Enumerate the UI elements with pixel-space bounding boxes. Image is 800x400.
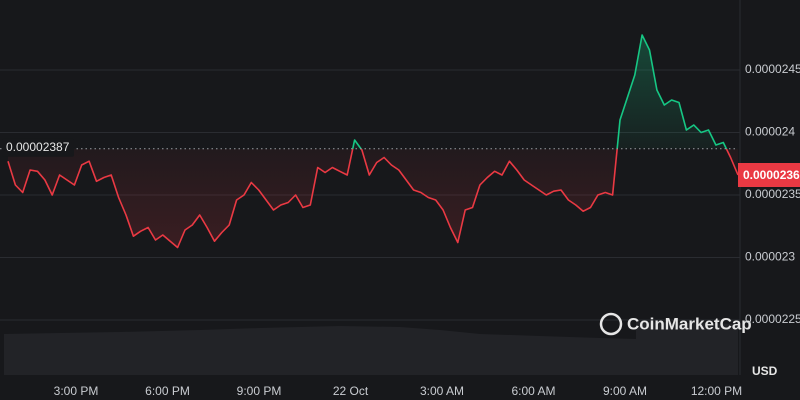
x-tick-label: 12:00 PM [691,384,742,398]
currency-label: USD [752,364,778,378]
logo [599,312,623,336]
y-tick-label: 0.0000225 [745,312,800,326]
baseline-label-box [2,138,74,157]
x-tick-label: 3:00 AM [420,384,464,398]
current-price-label: 0.0000236 [743,168,800,182]
y-tick-label: 0.0000235 [745,187,800,201]
current-price-box [738,163,800,187]
x-tick-label: 22 Oct [333,384,369,398]
x-tick-label: 9:00 AM [603,384,647,398]
y-tick-label: 0.0000245 [745,62,800,76]
y-tick-label: 0.000024 [745,125,795,139]
x-tick-label: 3:00 PM [54,384,99,398]
x-tick-label: 6:00 PM [145,384,190,398]
price-line [7,34,739,249]
watermark-text: CoinMarketCap [627,314,752,333]
x-tick-label: 9:00 PM [237,384,282,398]
price-area [8,35,738,248]
x-tick-label: 6:00 AM [511,384,555,398]
y-tick-label: 0.000023 [745,250,795,264]
baseline-label: 0.00002387 [6,140,70,154]
watermark: CoinMarketCap [599,312,752,336]
volume-area [4,322,738,375]
